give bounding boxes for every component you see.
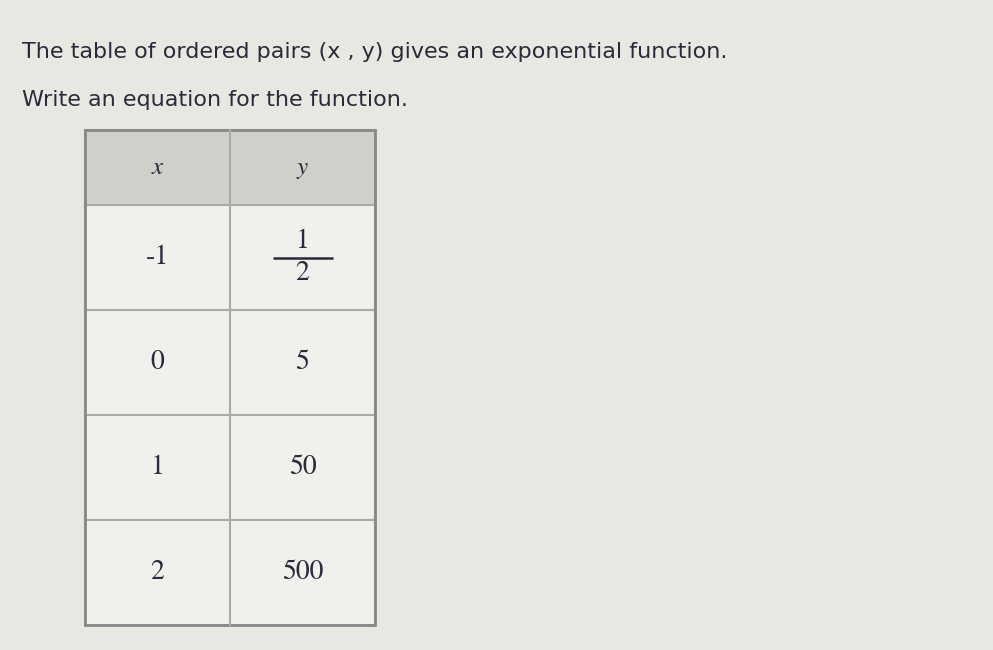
Text: 2: 2 xyxy=(151,560,165,585)
Text: The table of ordered pairs (x , y) gives an exponential function.: The table of ordered pairs (x , y) gives… xyxy=(22,42,728,62)
Text: 0: 0 xyxy=(151,350,165,375)
Bar xyxy=(85,130,375,205)
Bar xyxy=(85,130,375,625)
Bar xyxy=(85,205,375,310)
Text: 1: 1 xyxy=(296,229,310,254)
Text: Write an equation for the function.: Write an equation for the function. xyxy=(22,90,408,110)
Text: 50: 50 xyxy=(289,455,317,480)
Bar xyxy=(85,310,375,415)
Text: x: x xyxy=(152,157,163,179)
Bar xyxy=(85,520,375,625)
Text: 500: 500 xyxy=(282,560,323,585)
Text: 1: 1 xyxy=(151,455,165,480)
Text: 2: 2 xyxy=(296,261,310,286)
Text: -1: -1 xyxy=(146,245,169,270)
Bar xyxy=(85,415,375,520)
Text: 5: 5 xyxy=(296,350,310,375)
Text: y: y xyxy=(297,157,308,179)
